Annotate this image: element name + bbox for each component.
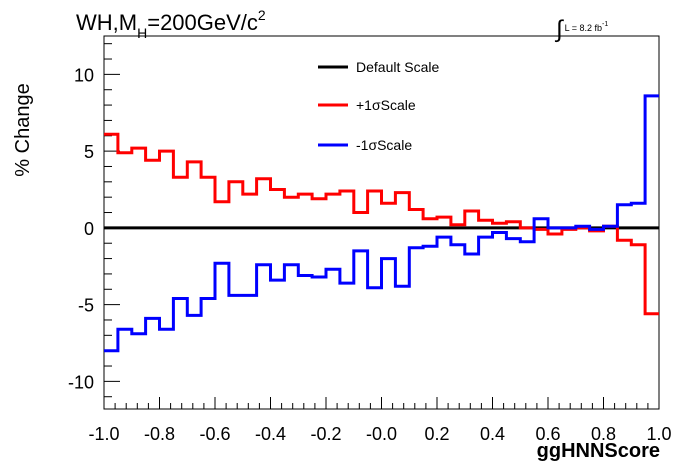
- integral-symbol: ∫: [556, 16, 563, 43]
- x-tick-label: -0.0: [366, 424, 397, 444]
- chart-title-prefix: WH,M: [76, 10, 138, 35]
- luminosity-label: ∫ L = 8.2 fb-1: [556, 10, 609, 43]
- series-plus-1sigma: [104, 132, 659, 316]
- axes-group: -1.0 -0.8 -0.6 -0.4 -0.2 -0.0 0.2 0.4 0.6 0.8 1.0 1…: [68, 43, 672, 444]
- chart-title-superscript: 2: [257, 7, 266, 23]
- x-tick-label: -0.8: [144, 424, 175, 444]
- chart-title: WH,MH=200GeV/c2: [76, 7, 266, 41]
- x-tick-label: 0.2: [424, 424, 449, 444]
- y-tick-label: 0: [84, 219, 94, 239]
- y-tick-label: -10: [68, 372, 94, 392]
- x-tick-label: -0.6: [199, 424, 230, 444]
- series-group: [104, 94, 659, 353]
- x-tick-label: 0.8: [591, 424, 616, 444]
- y-tick-label: 5: [84, 142, 94, 162]
- luminosity-text: L = 8.2 fb: [564, 23, 603, 33]
- y-tick-label: 10: [74, 65, 94, 85]
- x-tick-label: -0.4: [255, 424, 286, 444]
- y-axis-title: % Change: [12, 83, 34, 177]
- plot-area-frame: [103, 35, 660, 410]
- x-tick-label: -1.0: [88, 424, 119, 444]
- x-tick-label: 0.4: [480, 424, 505, 444]
- legend-label-minus: -1σScale: [356, 137, 413, 153]
- legend-label-default: Default Scale: [356, 59, 440, 75]
- series-minus-1sigma: [104, 94, 659, 353]
- legend-group: [318, 65, 348, 147]
- chart-title-main: =200GeV/c: [147, 10, 258, 35]
- legend-label-plus: +1σScale: [356, 97, 416, 113]
- luminosity-superscript: -1: [602, 21, 609, 28]
- plot-frame-group: [103, 35, 660, 410]
- x-tick-label: -0.2: [310, 424, 341, 444]
- y-tick-label: -5: [78, 296, 94, 316]
- chart-title-subscript: H: [137, 25, 148, 41]
- x-axis-title: ggHNNScore: [536, 440, 660, 462]
- x-tick-label: 0.6: [535, 424, 560, 444]
- x-tick-label: 1.0: [646, 424, 671, 444]
